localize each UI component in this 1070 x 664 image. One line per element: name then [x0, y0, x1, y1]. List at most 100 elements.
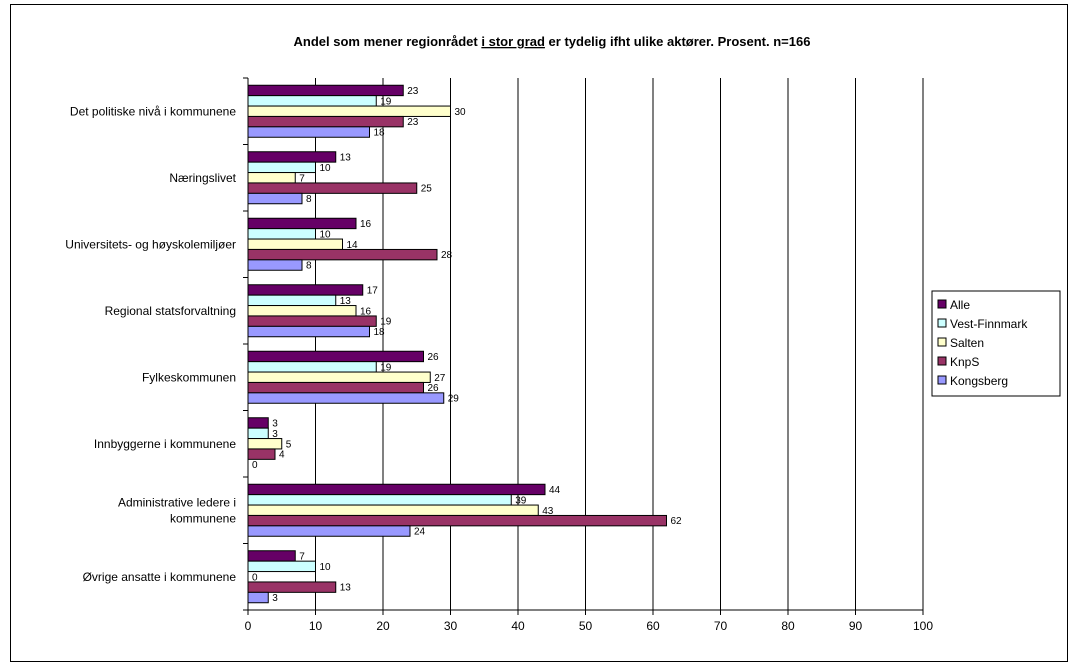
data-label: 13	[340, 152, 352, 163]
legend-label: Salten	[950, 336, 984, 350]
bar	[247, 448, 276, 460]
bar	[247, 315, 377, 327]
data-label: 3	[272, 429, 278, 440]
data-label: 14	[347, 240, 359, 251]
bar	[247, 172, 296, 184]
data-label: 18	[374, 327, 386, 338]
category-label: Næringslivet	[169, 171, 236, 185]
legend-swatch	[937, 375, 947, 385]
bar	[247, 217, 357, 230]
bar	[247, 192, 303, 205]
legend-swatch	[937, 299, 947, 309]
data-label: 16	[360, 306, 372, 317]
data-label: 24	[414, 527, 426, 538]
bar	[247, 325, 370, 338]
legend-label: KnpS	[950, 355, 979, 369]
legend-box	[931, 290, 1061, 397]
x-tick-label: 90	[849, 619, 863, 633]
x-tick-label: 70	[714, 619, 728, 633]
bar	[247, 483, 546, 496]
chart-title-prefix: Andel som mener regionrådet	[294, 34, 482, 49]
bar	[247, 294, 337, 307]
chart-title-suffix: er tydelig ifht ulike aktører. Prosent. …	[545, 34, 811, 49]
data-label: 0	[252, 572, 258, 583]
bar	[247, 504, 539, 516]
category-label: Øvrige ansatte i kommunene	[83, 570, 237, 584]
data-label: 5	[286, 439, 292, 450]
data-label: 18	[374, 128, 386, 139]
data-label: 0	[252, 460, 258, 471]
x-tick-label: 40	[511, 619, 525, 633]
bar	[247, 350, 424, 363]
category-label: Det politiske nivå i kommunene	[70, 104, 236, 118]
data-label: 10	[320, 163, 332, 174]
chart-title-underlined: i stor grad	[481, 34, 545, 49]
chart-frame	[10, 4, 1068, 662]
data-label: 44	[549, 485, 561, 496]
bar	[247, 182, 418, 194]
data-label: 23	[407, 117, 419, 128]
x-tick-label: 80	[781, 619, 795, 633]
data-label: 27	[434, 373, 446, 384]
data-label: 3	[272, 593, 278, 604]
legend-label: Kongsberg	[950, 374, 1008, 388]
data-label: 26	[428, 352, 440, 363]
data-label: 19	[380, 317, 392, 328]
data-label: 30	[455, 107, 467, 118]
data-label: 3	[272, 418, 278, 429]
category-label: Regional statsforvaltning	[105, 304, 236, 318]
bar	[247, 525, 411, 537]
x-tick-label: 60	[646, 619, 660, 633]
data-label: 25	[421, 184, 433, 195]
bar	[247, 591, 269, 604]
data-label: 19	[380, 362, 392, 373]
data-label: 26	[428, 383, 440, 394]
chart-title: Andel som mener regionrådet i stor grad …	[294, 34, 811, 49]
bar	[247, 95, 377, 107]
bar	[247, 494, 512, 506]
bar	[247, 284, 364, 296]
legend-label: Vest-Finnmark	[950, 317, 1028, 331]
data-label: 8	[306, 261, 312, 272]
bar	[247, 392, 445, 404]
bar	[247, 161, 316, 174]
bar	[247, 417, 269, 429]
x-tick-label: 30	[444, 619, 458, 633]
x-tick-label: 100	[913, 619, 933, 633]
bar	[247, 126, 370, 138]
x-tick-label: 20	[376, 619, 390, 633]
data-label: 16	[360, 219, 372, 230]
bar	[247, 151, 337, 163]
legend-swatch	[937, 337, 947, 347]
bar	[247, 361, 377, 373]
data-label: 8	[306, 194, 312, 205]
data-label: 62	[671, 516, 683, 527]
bar	[247, 305, 357, 317]
data-label: 7	[299, 551, 305, 562]
bar	[247, 560, 316, 573]
legend-swatch	[937, 356, 947, 366]
bar	[247, 438, 283, 450]
data-label: 13	[340, 583, 352, 594]
bar	[247, 381, 424, 394]
bar	[247, 427, 269, 440]
category-label: Universitets- og høyskolemiljøer	[65, 237, 236, 251]
bar	[247, 514, 667, 527]
bar	[247, 371, 431, 383]
category-label: Innbyggerne i kommunene	[94, 437, 236, 451]
data-label: 19	[380, 96, 392, 107]
x-tick-label: 0	[245, 619, 252, 633]
bar	[247, 228, 316, 240]
data-label: 17	[367, 285, 379, 296]
data-label: 28	[441, 250, 453, 261]
category-label: Fylkeskommunen	[142, 370, 236, 384]
data-label: 10	[320, 229, 332, 240]
x-tick-label: 10	[309, 619, 323, 633]
category-label: kommunene	[170, 511, 236, 525]
data-label: 10	[320, 562, 332, 573]
bar	[247, 550, 296, 562]
x-tick-label: 50	[579, 619, 593, 633]
bar	[247, 259, 303, 271]
data-label: 13	[340, 296, 352, 307]
